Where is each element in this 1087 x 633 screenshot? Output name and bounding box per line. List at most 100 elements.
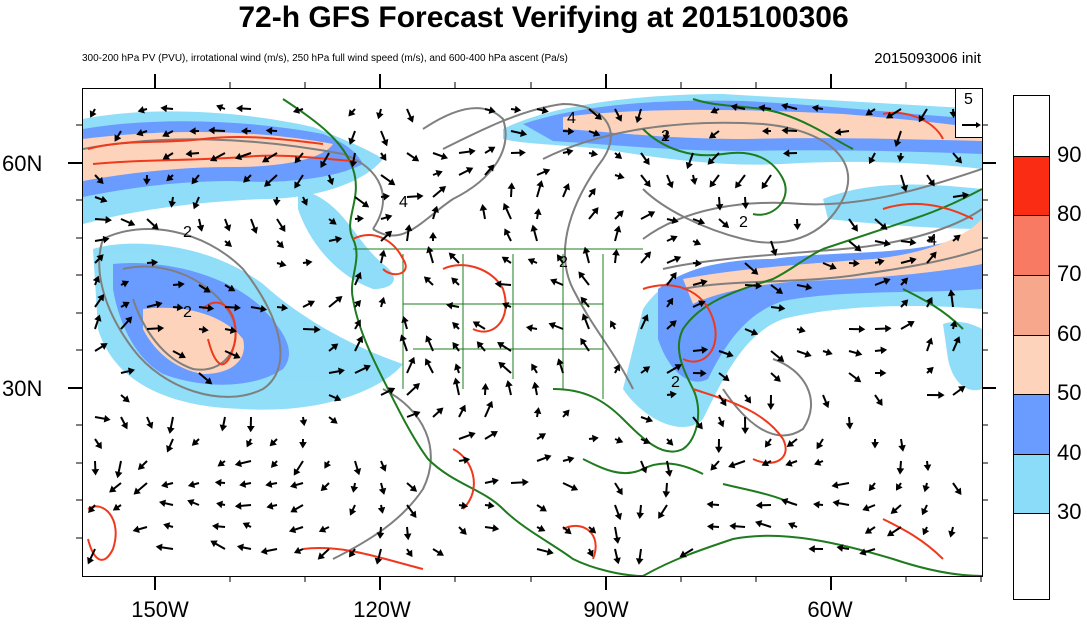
wind-vector-head [767, 403, 775, 410]
wind-vector-head [719, 398, 727, 407]
wind-vector-head [609, 320, 617, 328]
wind-vector-head [236, 104, 243, 113]
wind-vector-head [350, 485, 359, 493]
wind-vector-head [613, 557, 621, 565]
wind-vector-head [859, 548, 867, 556]
wind-vector-head [948, 530, 956, 538]
wind-vector-head [922, 527, 930, 536]
wind-vector-head [425, 335, 433, 343]
wind-vector-head [265, 480, 273, 488]
wind-vector-head [854, 244, 862, 252]
wind-vector-head [592, 129, 601, 137]
wind-vector-head [901, 277, 909, 285]
wind-vector-head [544, 454, 552, 462]
wind-vector-head [953, 336, 961, 344]
wind-vector-head [538, 524, 546, 532]
map-fields: 2 2 4 4 2 2 2 4 2 [83, 94, 982, 576]
wind-vector-head [728, 461, 736, 469]
wind-vector-head [409, 510, 417, 518]
wind-vector-head [643, 251, 652, 259]
forecast-map: 2 2 4 4 2 2 2 4 2 [82, 88, 983, 577]
wind-vector-head [640, 466, 648, 474]
colorbar-label: 60 [1057, 321, 1082, 346]
wind-vector-head [176, 303, 184, 312]
colorbar-segment [1014, 335, 1049, 394]
wind-vector-head [658, 511, 665, 519]
wind-vector-head [730, 103, 738, 112]
wind-vector-head [324, 461, 332, 469]
wind-vector-head [851, 224, 858, 232]
wind-vector-head [187, 480, 196, 489]
wind-vector-head [210, 540, 218, 548]
wind-vector-head [191, 438, 200, 446]
wind-vector-head [647, 211, 656, 218]
wind-vector-head [214, 478, 222, 487]
wind-vector-head [755, 501, 763, 510]
wind-vector-head [239, 480, 247, 488]
wind-vector-head [679, 550, 687, 558]
wind-vector-head [454, 363, 462, 371]
wind-vector-head [234, 459, 242, 468]
wind-vector-head [399, 334, 407, 342]
wind-vector-head [436, 407, 444, 415]
wind-vector-head [798, 326, 806, 334]
wind-vector-head [514, 105, 522, 114]
colorbar-segment [1014, 454, 1049, 513]
wind-vector-head [877, 258, 885, 266]
wind-vector-head [556, 358, 564, 366]
wind-vector-head [459, 527, 467, 535]
wind-vector-head [317, 552, 325, 560]
wind-vector-head [233, 351, 241, 359]
wind-vector-head [536, 180, 544, 188]
wind-vector-head [880, 222, 888, 230]
wind-vector-head [166, 445, 174, 453]
wind-vector-head [236, 543, 244, 552]
wind-vector-head [374, 557, 383, 565]
wind-vector-head [491, 477, 499, 486]
wind-vector-head [693, 238, 702, 246]
wind-vector-head [666, 181, 674, 189]
wind-vector-head [127, 367, 136, 375]
wind-vector-head [862, 504, 870, 512]
wind-vector-head [643, 437, 651, 445]
wind-vector-head [151, 222, 159, 230]
wind-vector-head [788, 522, 796, 530]
wind-vector-head [385, 213, 393, 222]
contour-label: 2 [671, 374, 680, 391]
wind-vector-head [246, 426, 255, 433]
wind-vector-head [203, 285, 211, 293]
wind-vector-head [452, 322, 460, 330]
wind-vector-head [785, 459, 793, 467]
wind-vector-head [958, 385, 966, 393]
wind-vector-head [546, 548, 554, 556]
colorbar-label: 30 [1057, 499, 1082, 524]
wind-vector-head [864, 527, 873, 534]
wind-vector-head [100, 195, 108, 204]
wind-vector-head [492, 524, 500, 532]
wind-vector-head [216, 104, 224, 112]
wind-vector-head [923, 464, 932, 472]
colorbar-label: 70 [1057, 261, 1082, 286]
wind-vector-head [715, 203, 724, 211]
lat-label-30n: 30N [2, 376, 43, 401]
wind-vector-head [690, 177, 698, 186]
wind-vector-head [550, 278, 558, 286]
wind-vector-head [953, 234, 961, 242]
wind-vector-head [741, 202, 750, 210]
wind-vector-head [307, 300, 315, 308]
wind-vector-head [452, 341, 460, 350]
wind-vector-head [300, 198, 308, 206]
wind-vector-head [671, 216, 679, 224]
wind-vector-head [580, 337, 588, 346]
wind-vector-head [501, 256, 510, 264]
wind-vector-head [269, 439, 277, 447]
wind-vector-head [871, 442, 879, 449]
wind-vector-head [778, 304, 786, 312]
wind-vector-head [109, 485, 117, 493]
wind-vector-head [674, 364, 682, 371]
wind-vector-head [755, 281, 763, 290]
wind-vector-head [695, 259, 702, 267]
wind-vector-head [476, 341, 484, 349]
wind-vector-head [112, 503, 121, 511]
wind-vector-head [744, 396, 752, 404]
